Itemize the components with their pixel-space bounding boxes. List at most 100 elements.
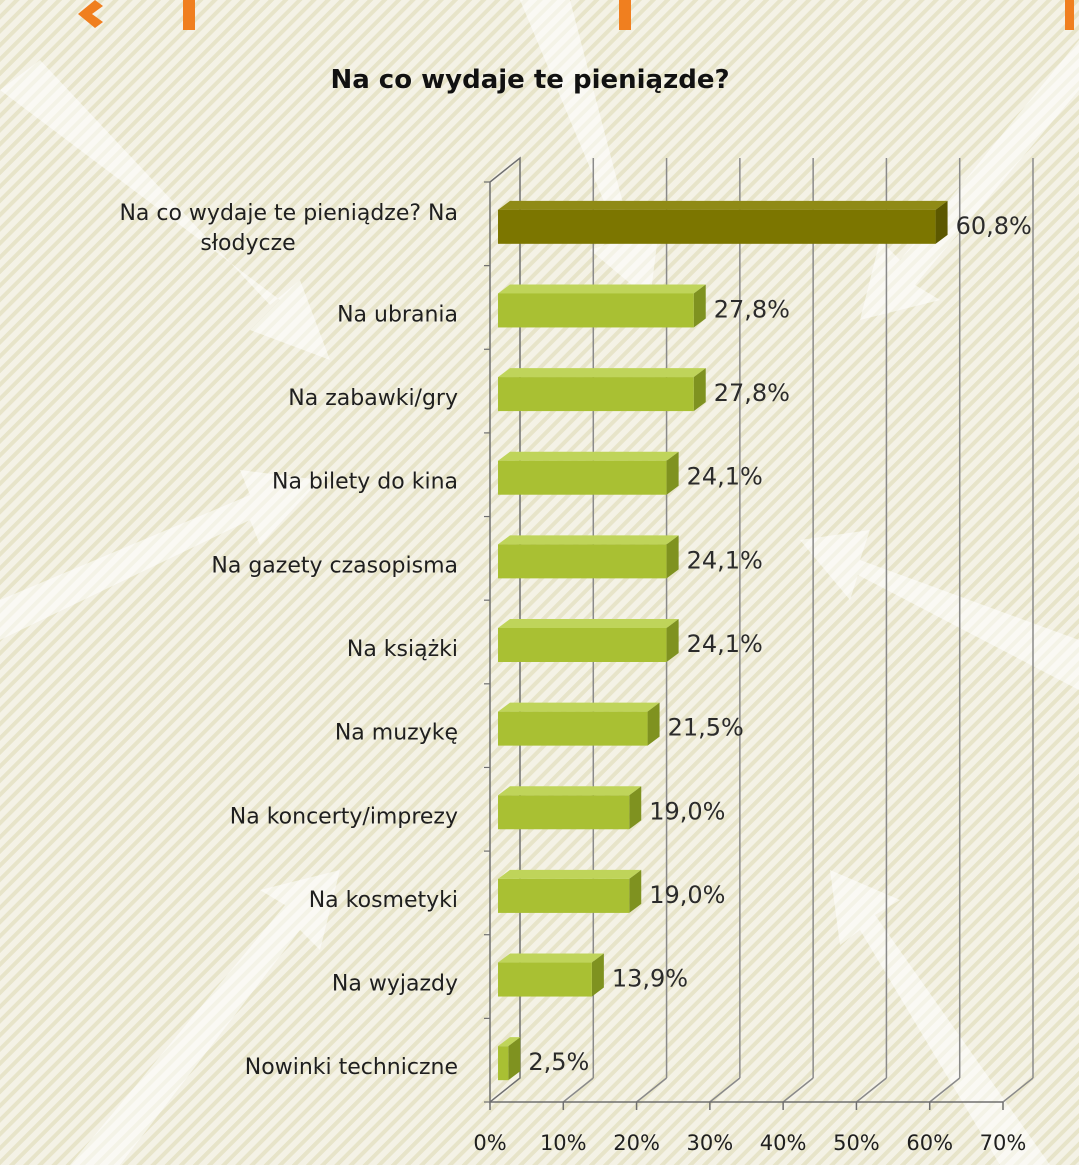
gridline-floor — [562, 1077, 594, 1103]
background-arrow — [800, 530, 1079, 690]
x-axis-ticks: 0% 10% 20% 30% 40% 50% 60% 70% — [473, 1131, 1026, 1155]
bar-front — [498, 293, 694, 328]
bar-side — [935, 200, 948, 244]
gridline-floor — [636, 1077, 668, 1103]
value-label: 13,9% — [612, 965, 688, 993]
orange-bar-accent — [1065, 0, 1074, 30]
value-label: 60,8% — [956, 212, 1032, 240]
category-label: Na książki — [347, 637, 458, 662]
bar — [498, 786, 642, 830]
category-label: Na co wydaje te pieniądze? Na — [119, 201, 458, 226]
bar-top — [498, 953, 604, 963]
bar-side — [629, 786, 642, 830]
bar-top — [498, 284, 706, 294]
background-arrow — [860, 40, 1079, 320]
x-tick-label: 30% — [687, 1131, 734, 1155]
bar-side — [693, 368, 706, 412]
bar — [498, 619, 679, 662]
value-label: 27,8% — [714, 295, 790, 323]
grid — [484, 156, 1034, 1110]
value-label: 19,0% — [649, 797, 725, 825]
x-tick-label: 60% — [906, 1131, 953, 1155]
category-label: Nowinki techniczne — [245, 1055, 458, 1080]
x-tick-label: 0% — [473, 1131, 506, 1155]
gridline-floor — [782, 1077, 814, 1103]
bar — [498, 451, 679, 495]
y-axis-wall — [489, 156, 521, 1104]
bar-front — [498, 1046, 509, 1081]
background-arrow — [0, 470, 320, 640]
category-label: Na kosmetyki — [309, 888, 458, 913]
bar-top — [498, 786, 642, 796]
bar — [498, 869, 642, 913]
bar — [498, 200, 948, 244]
bar-top — [498, 451, 679, 461]
orange-chevron-left — [78, 0, 103, 28]
bar-front — [498, 878, 630, 913]
bars: 60,8% 27,8% 27,8% 24,1% 24,1% 24,1% 21,5% 19,0%… — [498, 200, 1032, 1081]
bar-front — [498, 460, 667, 495]
bar-side — [647, 702, 660, 746]
bar-top — [498, 200, 948, 210]
bar-front — [498, 711, 648, 746]
bar-front — [498, 544, 667, 579]
gridline-floor — [709, 1077, 741, 1103]
bar-side — [666, 451, 679, 495]
x-tick-label: 40% — [760, 1131, 807, 1155]
background-arrow — [830, 870, 1050, 1165]
bar-top — [498, 535, 679, 545]
gridline-floor — [855, 1077, 887, 1103]
value-label: 24,1% — [687, 546, 763, 574]
bar — [498, 702, 660, 746]
bar-side — [666, 619, 679, 662]
background-arrow — [70, 870, 340, 1165]
bar — [498, 284, 706, 328]
bar-side — [629, 869, 642, 913]
category-label: Na gazety czasopisma — [211, 553, 458, 578]
bar-front — [498, 628, 667, 662]
bar-side — [591, 953, 604, 997]
bar-front — [498, 962, 592, 997]
value-label: 24,1% — [687, 630, 763, 658]
bar-side — [666, 535, 679, 579]
gridline-floor — [1002, 1077, 1034, 1103]
bar — [498, 953, 604, 997]
bar-top — [498, 869, 642, 879]
category-label: Na zabawki/gry — [288, 386, 458, 411]
chart-title: Na co wydaje te pieniązde? — [330, 65, 729, 95]
category-label: Na bilety do kina — [272, 470, 458, 495]
bar-top — [498, 702, 660, 712]
value-label: 27,8% — [714, 379, 790, 407]
bar — [498, 535, 679, 579]
gridline-floor — [929, 1077, 961, 1103]
orange-bar-accent — [183, 0, 195, 30]
value-label: 24,1% — [687, 463, 763, 491]
bar-front — [498, 377, 694, 412]
bar-top — [498, 619, 679, 628]
x-tick-label: 20% — [613, 1131, 660, 1155]
bar-top — [498, 368, 706, 378]
value-label: 19,0% — [649, 881, 725, 909]
category-labels: Na co wydaje te pieniądze? Na słodycze Na … — [119, 201, 458, 1080]
bar — [498, 1037, 521, 1081]
bar — [498, 368, 706, 412]
value-label: 2,5% — [528, 1048, 589, 1076]
value-label: 21,5% — [668, 714, 744, 742]
category-label: Na ubrania — [337, 302, 458, 327]
bar-front — [498, 795, 630, 830]
orange-bar-accent — [619, 0, 631, 30]
category-label: Na wyjazdy — [332, 972, 458, 997]
category-label: słodycze — [200, 231, 295, 256]
bar-top — [498, 1037, 521, 1047]
x-tick-label: 50% — [833, 1131, 880, 1155]
bar-side — [508, 1037, 521, 1081]
x-tick-label: 10% — [540, 1131, 587, 1155]
category-label: Na muzykę — [335, 721, 458, 746]
background-arrow — [0, 60, 330, 360]
bar-front — [498, 209, 936, 244]
bar-side — [693, 284, 706, 328]
x-tick-label: 70% — [980, 1131, 1027, 1155]
